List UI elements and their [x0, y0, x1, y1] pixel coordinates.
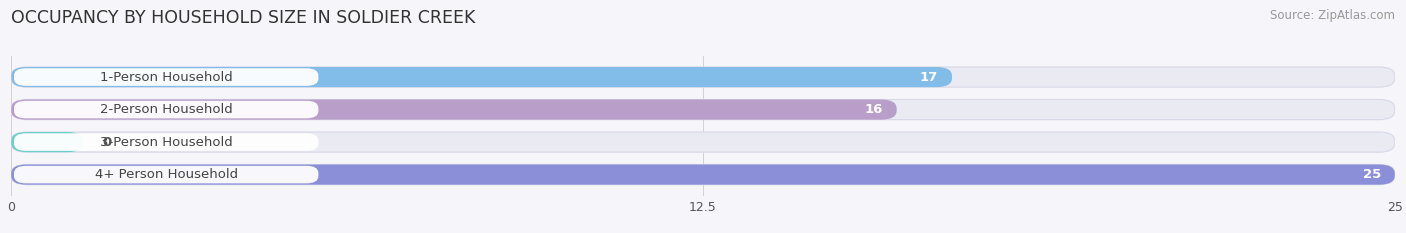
- FancyBboxPatch shape: [11, 132, 1395, 152]
- FancyBboxPatch shape: [11, 67, 1395, 87]
- Text: OCCUPANCY BY HOUSEHOLD SIZE IN SOLDIER CREEK: OCCUPANCY BY HOUSEHOLD SIZE IN SOLDIER C…: [11, 9, 475, 27]
- FancyBboxPatch shape: [11, 67, 952, 87]
- Text: 0: 0: [103, 136, 112, 149]
- FancyBboxPatch shape: [14, 68, 318, 86]
- Text: 17: 17: [920, 71, 938, 84]
- FancyBboxPatch shape: [11, 164, 1395, 185]
- FancyBboxPatch shape: [14, 166, 318, 183]
- Text: 4+ Person Household: 4+ Person Household: [94, 168, 238, 181]
- FancyBboxPatch shape: [14, 133, 318, 151]
- Text: 3-Person Household: 3-Person Household: [100, 136, 232, 149]
- Text: 16: 16: [865, 103, 883, 116]
- Text: 2-Person Household: 2-Person Household: [100, 103, 232, 116]
- FancyBboxPatch shape: [11, 164, 1395, 185]
- FancyBboxPatch shape: [14, 101, 318, 118]
- FancyBboxPatch shape: [11, 99, 897, 120]
- FancyBboxPatch shape: [11, 99, 1395, 120]
- FancyBboxPatch shape: [11, 132, 83, 152]
- Text: 1-Person Household: 1-Person Household: [100, 71, 232, 84]
- Text: 25: 25: [1362, 168, 1381, 181]
- Text: Source: ZipAtlas.com: Source: ZipAtlas.com: [1270, 9, 1395, 22]
